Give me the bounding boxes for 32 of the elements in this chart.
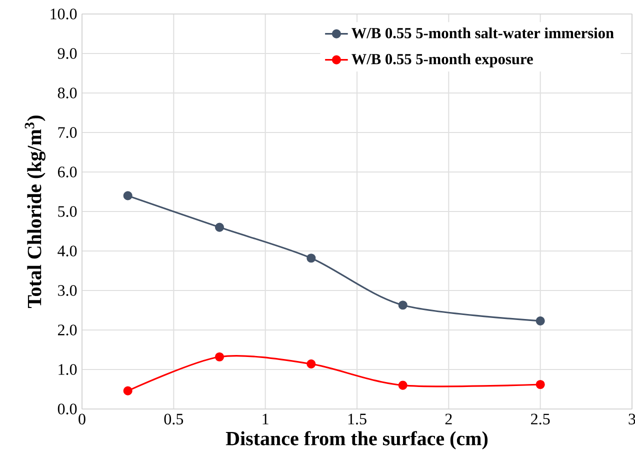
y-tick-label: 5.0	[58, 206, 77, 217]
point	[123, 386, 132, 396]
point	[536, 380, 545, 390]
point	[398, 380, 408, 390]
y-tick-label: 2.0	[58, 324, 77, 336]
y-tick-label: 6.0	[58, 166, 77, 178]
point	[398, 300, 408, 310]
y-tick-label: 10.0	[50, 8, 77, 20]
legend-label: W/B 0.55 5-month exposure	[352, 53, 533, 68]
x-axis-title: Distance from the surface (cm)	[226, 431, 488, 450]
point	[306, 359, 316, 368]
y-tick-label: 8.0	[58, 88, 77, 98]
y-tick-label: 1.0	[58, 364, 77, 375]
y-tick-label: 4.0	[58, 246, 77, 256]
point	[214, 222, 224, 232]
x-tick-label: 1	[262, 414, 268, 424]
point	[123, 191, 132, 200]
x-tick-label: 3	[628, 414, 635, 424]
y-tick-label: 0.0	[58, 404, 77, 414]
x-tick-label: 2.5	[531, 414, 550, 425]
point	[214, 352, 224, 362]
x-tick-label: 2	[445, 414, 452, 424]
y-axis-title: Total Chloride (kg/m$^{3}$)	[24, 116, 46, 308]
x-tick-label: 0.5	[164, 414, 184, 425]
x-tick-label: 0	[78, 414, 86, 424]
y-tick-label: 9.0	[58, 48, 77, 59]
point	[536, 316, 545, 326]
legend-label: W/B 0.55 5-month salt-water immersion	[352, 28, 614, 38]
x-tick-label: 1.5	[348, 414, 366, 425]
y-tick-label: 7.0	[58, 127, 77, 138]
y-tick-label: 3.0	[58, 285, 77, 296]
point	[306, 254, 316, 263]
